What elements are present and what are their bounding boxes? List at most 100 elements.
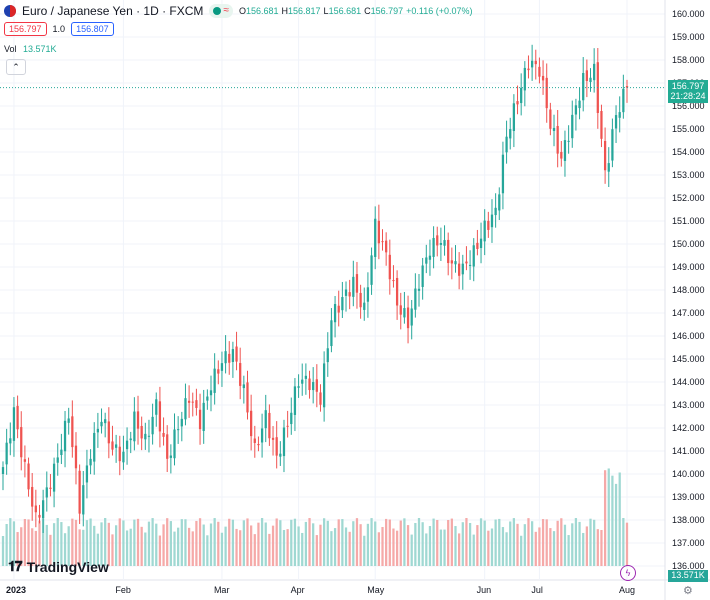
candle-body xyxy=(301,379,304,384)
candle-body xyxy=(454,261,457,265)
candle-body xyxy=(439,242,443,245)
volume-bar xyxy=(213,518,216,566)
volume-bar xyxy=(578,521,581,566)
volume-bar xyxy=(49,534,52,566)
candles xyxy=(1,44,629,534)
tradingview-logo[interactable]: 𝟏𝟕 TradingView xyxy=(8,558,109,575)
volume-bar xyxy=(560,518,563,566)
volume-bar xyxy=(158,535,162,566)
candle-body xyxy=(549,109,552,129)
candle-body xyxy=(523,67,526,91)
volume-bar xyxy=(505,532,508,566)
volume-bar xyxy=(147,521,151,566)
candle-body xyxy=(27,463,30,490)
volume-bar xyxy=(472,534,475,566)
candle-body xyxy=(322,363,326,408)
volume-bar xyxy=(173,531,176,566)
volume-bar xyxy=(206,535,209,566)
candle-body xyxy=(374,218,377,257)
candle-body xyxy=(242,384,245,389)
legend-header: Euro / Japanese Yen · 1D · FXCM ≈ O156.6… xyxy=(4,4,473,18)
volume-legend: Vol 13.571K xyxy=(4,44,57,54)
volume-bar xyxy=(286,529,289,566)
x-tick-label: May xyxy=(367,585,385,595)
volume-bar xyxy=(308,518,311,566)
volume-bar xyxy=(257,522,260,566)
candle-body xyxy=(82,485,85,515)
volume-bar xyxy=(312,523,315,566)
candle-body xyxy=(530,60,534,68)
candle-body xyxy=(177,429,180,431)
y-tick-label: 138.000 xyxy=(672,515,705,525)
volume-bar xyxy=(589,518,592,566)
y-tick-label: 142.000 xyxy=(672,423,705,433)
sell-button[interactable]: 156.797 xyxy=(4,22,47,36)
candle-body xyxy=(246,382,249,413)
candle-body xyxy=(563,140,567,161)
candle-body xyxy=(509,129,512,139)
volume-bar xyxy=(187,527,191,566)
candle-body xyxy=(450,260,453,264)
y-tick-label: 136.000 xyxy=(672,561,705,571)
volume-bar xyxy=(399,520,402,566)
candle-body xyxy=(315,379,318,392)
candle-body xyxy=(421,265,424,287)
time-axis[interactable]: 2023 Feb Mar Apr May Jun Jul Aug xyxy=(6,585,635,595)
market-status-pill[interactable]: ≈ xyxy=(209,4,233,18)
volume-bar xyxy=(352,521,355,566)
bolt-icon[interactable]: ϟ xyxy=(620,565,636,581)
candle-body xyxy=(239,363,242,386)
x-tick-label: Apr xyxy=(291,585,305,595)
candle-body xyxy=(534,60,537,65)
last-price-value: 156.797 xyxy=(671,81,705,91)
volume-bar xyxy=(71,518,74,566)
candle-body xyxy=(282,427,286,457)
candle-body xyxy=(60,449,63,456)
candle-body xyxy=(187,400,191,403)
volume-bar xyxy=(417,518,421,566)
volume-bar xyxy=(42,518,45,566)
candle-body xyxy=(293,386,297,415)
buy-button[interactable]: 156.807 xyxy=(71,22,114,36)
candle-body xyxy=(447,239,450,264)
candle-body xyxy=(618,112,621,118)
volume-bar xyxy=(74,519,78,566)
candle-body xyxy=(377,220,380,244)
y-tick-label: 158.000 xyxy=(672,55,705,65)
volume-bar xyxy=(498,518,501,566)
gear-icon[interactable]: ⚙ xyxy=(683,585,693,597)
candle-body xyxy=(290,412,293,425)
candle-body xyxy=(352,276,355,297)
candle-body xyxy=(417,288,421,291)
volume-bar xyxy=(1,536,5,566)
collapse-legend-button[interactable]: ⌃ xyxy=(6,59,26,75)
volume-bar xyxy=(5,523,8,566)
y-tick-label: 141.000 xyxy=(672,446,705,456)
candle-body xyxy=(585,70,588,82)
candle-body xyxy=(512,103,516,131)
candle-body xyxy=(355,274,359,293)
candle-body xyxy=(85,465,89,483)
candle-body xyxy=(465,261,468,264)
tradingview-mark-icon: 𝟏𝟕 xyxy=(8,558,23,574)
volume-bar xyxy=(436,520,439,566)
candle-body xyxy=(574,105,578,115)
candle-body xyxy=(5,442,8,465)
symbol-title[interactable]: Euro / Japanese Yen · 1D · FXCM xyxy=(22,4,204,18)
candle-body xyxy=(217,369,220,374)
candle-body xyxy=(209,390,213,396)
volume-bar xyxy=(476,525,479,566)
last-price-tag: 156.797 21:28:24 xyxy=(668,80,708,103)
volume-bar xyxy=(290,519,293,566)
volume-bar xyxy=(169,521,172,566)
candle-body xyxy=(578,100,581,109)
volume-bar xyxy=(304,521,308,566)
volume-bar xyxy=(487,530,490,566)
y-tick-label: 147.000 xyxy=(672,308,705,318)
candle-body xyxy=(118,446,121,462)
volume-bar xyxy=(56,518,59,566)
volume-bar xyxy=(268,533,271,566)
candle-body xyxy=(16,405,19,430)
y-tick-label: 143.000 xyxy=(672,400,705,410)
